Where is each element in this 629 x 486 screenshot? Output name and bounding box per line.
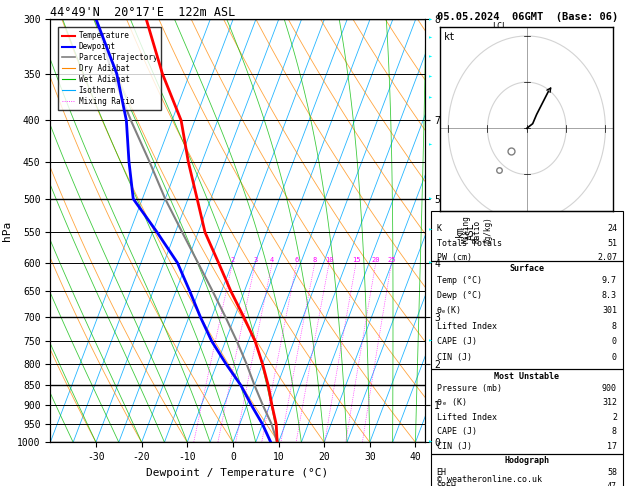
Text: 312: 312: [602, 398, 617, 407]
Text: ►: ►: [429, 260, 433, 265]
Text: 05.05.2024  06GMT  (Base: 06): 05.05.2024 06GMT (Base: 06): [437, 12, 618, 22]
Text: ►: ►: [429, 95, 433, 100]
Text: ►: ►: [429, 227, 433, 232]
Text: 3: 3: [253, 257, 257, 263]
Text: Mixing
Ratio
(g/kg): Mixing Ratio (g/kg): [462, 215, 492, 243]
Text: ►: ►: [429, 35, 433, 40]
Text: 51: 51: [607, 239, 617, 248]
Text: 8: 8: [612, 322, 617, 331]
Text: Hodograph: Hodograph: [504, 456, 549, 465]
Text: CIN (J): CIN (J): [437, 442, 472, 451]
Text: 17: 17: [607, 442, 617, 451]
Bar: [431, 261, 623, 369]
X-axis label: Dewpoint / Temperature (°C): Dewpoint / Temperature (°C): [147, 468, 328, 478]
Text: 900: 900: [602, 383, 617, 393]
Text: θₑ (K): θₑ (K): [437, 398, 467, 407]
Text: Lifted Index: Lifted Index: [437, 322, 497, 331]
Text: 47: 47: [607, 482, 617, 486]
Text: ►: ►: [429, 17, 433, 22]
Text: 15: 15: [352, 257, 360, 263]
Text: LCL: LCL: [492, 22, 507, 31]
Y-axis label: km
ASL: km ASL: [455, 222, 476, 240]
Text: PW (cm): PW (cm): [437, 253, 472, 262]
Text: ►: ►: [429, 142, 433, 147]
Y-axis label: hPa: hPa: [1, 221, 11, 241]
Text: 8.3: 8.3: [602, 291, 617, 300]
Text: 6: 6: [294, 257, 299, 263]
Bar: [431, 369, 623, 454]
Text: 0: 0: [612, 352, 617, 362]
Text: 2: 2: [612, 413, 617, 422]
Text: CAPE (J): CAPE (J): [437, 427, 477, 436]
Text: ►: ►: [429, 339, 433, 344]
Text: 58: 58: [607, 468, 617, 477]
Text: 8: 8: [612, 427, 617, 436]
Text: θₑ(K): θₑ(K): [437, 307, 462, 315]
Text: SREH: SREH: [437, 482, 457, 486]
Text: ►: ►: [429, 54, 433, 59]
Text: ►: ►: [429, 74, 433, 79]
Text: Surface: Surface: [509, 264, 544, 273]
Text: 24: 24: [607, 225, 617, 233]
Text: 2.07: 2.07: [597, 253, 617, 262]
Text: Dewp (°C): Dewp (°C): [437, 291, 482, 300]
Bar: [431, 211, 623, 261]
Text: ►: ►: [429, 440, 433, 445]
Text: © weatheronline.co.uk: © weatheronline.co.uk: [437, 475, 542, 484]
Text: Totals Totals: Totals Totals: [437, 239, 501, 248]
Text: Temp (°C): Temp (°C): [437, 276, 482, 285]
Text: 8: 8: [313, 257, 317, 263]
Text: 25: 25: [387, 257, 396, 263]
Legend: Temperature, Dewpoint, Parcel Trajectory, Dry Adiabat, Wet Adiabat, Isotherm, Mi: Temperature, Dewpoint, Parcel Trajectory…: [58, 28, 161, 109]
Text: Most Unstable: Most Unstable: [494, 372, 559, 381]
Text: 10: 10: [325, 257, 333, 263]
Text: 0: 0: [612, 337, 617, 346]
Text: CAPE (J): CAPE (J): [437, 337, 477, 346]
Text: EH: EH: [437, 468, 447, 477]
Text: 301: 301: [602, 307, 617, 315]
Text: CIN (J): CIN (J): [437, 352, 472, 362]
Text: 44°49'N  20°17'E  122m ASL: 44°49'N 20°17'E 122m ASL: [50, 6, 236, 19]
Text: 2: 2: [230, 257, 235, 263]
Text: 9.7: 9.7: [602, 276, 617, 285]
Bar: [431, 454, 623, 486]
Text: Pressure (mb): Pressure (mb): [437, 383, 501, 393]
Text: 4: 4: [270, 257, 274, 263]
Text: K: K: [437, 225, 442, 233]
Text: Lifted Index: Lifted Index: [437, 413, 497, 422]
Text: 20: 20: [372, 257, 380, 263]
Text: kt: kt: [443, 32, 455, 42]
Text: ►: ►: [429, 196, 433, 201]
